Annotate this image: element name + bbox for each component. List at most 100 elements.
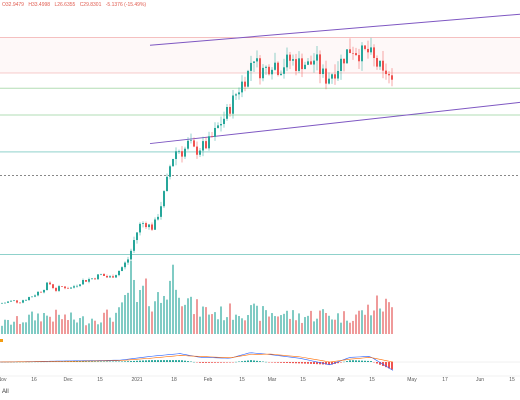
candle-body [64, 286, 66, 289]
macd-histogram-bar [364, 360, 366, 362]
macd-histogram-bar [142, 360, 144, 362]
candle-body [73, 286, 75, 288]
volume-bar [13, 321, 15, 334]
macd-histogram-bar [355, 360, 357, 362]
volume-bar [115, 312, 117, 334]
candle-body [157, 216, 159, 220]
macd-indicator [0, 352, 394, 371]
candle-body [148, 224, 150, 228]
candle-body [187, 140, 189, 149]
macd-histogram-bar [172, 360, 174, 362]
volume-bar [25, 322, 27, 334]
candle-body [310, 61, 312, 65]
candle-body [145, 223, 147, 228]
candle-body [121, 267, 123, 271]
volume-bar [376, 295, 378, 334]
volume-bar [97, 324, 99, 334]
volume-bar [52, 321, 54, 334]
macd-histogram-bar [148, 360, 150, 362]
volume-bar [61, 319, 63, 334]
macd-histogram-bar [214, 362, 216, 363]
macd-histogram-bar [241, 361, 243, 362]
candle-body [169, 166, 171, 177]
volume-bar [118, 307, 120, 334]
candle-body [19, 302, 21, 304]
volume-bar [283, 313, 285, 334]
candle-body [382, 60, 384, 71]
x-tick-label: Apr [337, 377, 345, 383]
volume-bar [316, 318, 318, 334]
candle-body [103, 273, 105, 276]
volume-bar [136, 302, 138, 334]
volume-bar [169, 280, 171, 334]
volume-bar [211, 314, 213, 334]
candle-body [37, 291, 39, 296]
volume-bar [241, 318, 243, 334]
macd-histogram-bar [376, 362, 378, 364]
volume-bar [100, 322, 102, 334]
macd-histogram-bar [160, 360, 162, 362]
candle-body [208, 136, 210, 149]
volume-bar [259, 320, 261, 334]
candle-body [241, 81, 243, 93]
volume-bar [85, 325, 87, 334]
candle-body [391, 75, 393, 80]
macd-histogram-bar [178, 360, 180, 362]
volume-bar [22, 322, 24, 334]
volume-bar [280, 315, 282, 334]
candle-body [178, 151, 180, 152]
macd-histogram-bar [151, 360, 153, 362]
macd-histogram-bar [217, 362, 219, 363]
volume-bar [16, 316, 18, 334]
candle-body [271, 69, 273, 75]
volume-bar [64, 314, 66, 334]
candle-body [295, 59, 297, 71]
volume-bar [133, 279, 135, 334]
candle-body [118, 270, 120, 276]
macd-histogram-bar [223, 362, 225, 363]
macd-histogram-bar [370, 361, 372, 362]
macd-histogram-bar [181, 360, 183, 362]
candle-body [364, 45, 366, 49]
volume-bar [277, 316, 279, 334]
candle-body [388, 74, 390, 76]
timeframe-all-button[interactable]: All [2, 389, 9, 395]
volume-bar [322, 309, 324, 334]
macd-histogram-bar [244, 360, 246, 362]
macd-histogram-bar [349, 360, 351, 362]
x-tick-label: 15 [509, 377, 515, 383]
volume-bar [151, 311, 153, 334]
volume-bar [10, 324, 12, 334]
candle-body [253, 61, 255, 63]
macd-histogram-bar [274, 362, 276, 363]
candle-body [58, 286, 60, 291]
volume-bar [232, 319, 234, 334]
macd-histogram-bar [130, 361, 132, 362]
volume-bar [34, 320, 36, 334]
candle-body [334, 74, 336, 79]
candle-body [325, 68, 327, 84]
candle-body [52, 284, 54, 289]
macd-histogram-bar [292, 362, 294, 364]
macd-histogram-bar [328, 362, 330, 365]
candle-body [358, 55, 360, 62]
volume-bar [184, 304, 186, 334]
candle-body [352, 53, 354, 54]
volume-bar [358, 310, 360, 334]
candle-body [76, 285, 78, 287]
macd-histogram-bar [295, 362, 297, 364]
volume-bar [271, 313, 273, 334]
candle-body [100, 273, 102, 275]
macd-histogram-bar [127, 361, 129, 362]
volume-bar [196, 299, 198, 334]
volume-bar [370, 315, 372, 334]
x-tick-label: 18 [171, 377, 177, 383]
volume-bar [265, 310, 267, 334]
volume-bar [340, 322, 342, 334]
volume-bar [46, 315, 48, 334]
volume-bar [79, 317, 81, 334]
time-axis: Nov 16 Dec 15 2021 18 Feb 15 Mar 15 Apr 15 May 17 Jun 1… [0, 377, 515, 383]
candle-body [34, 295, 36, 297]
macd-histogram-bar [139, 360, 141, 362]
